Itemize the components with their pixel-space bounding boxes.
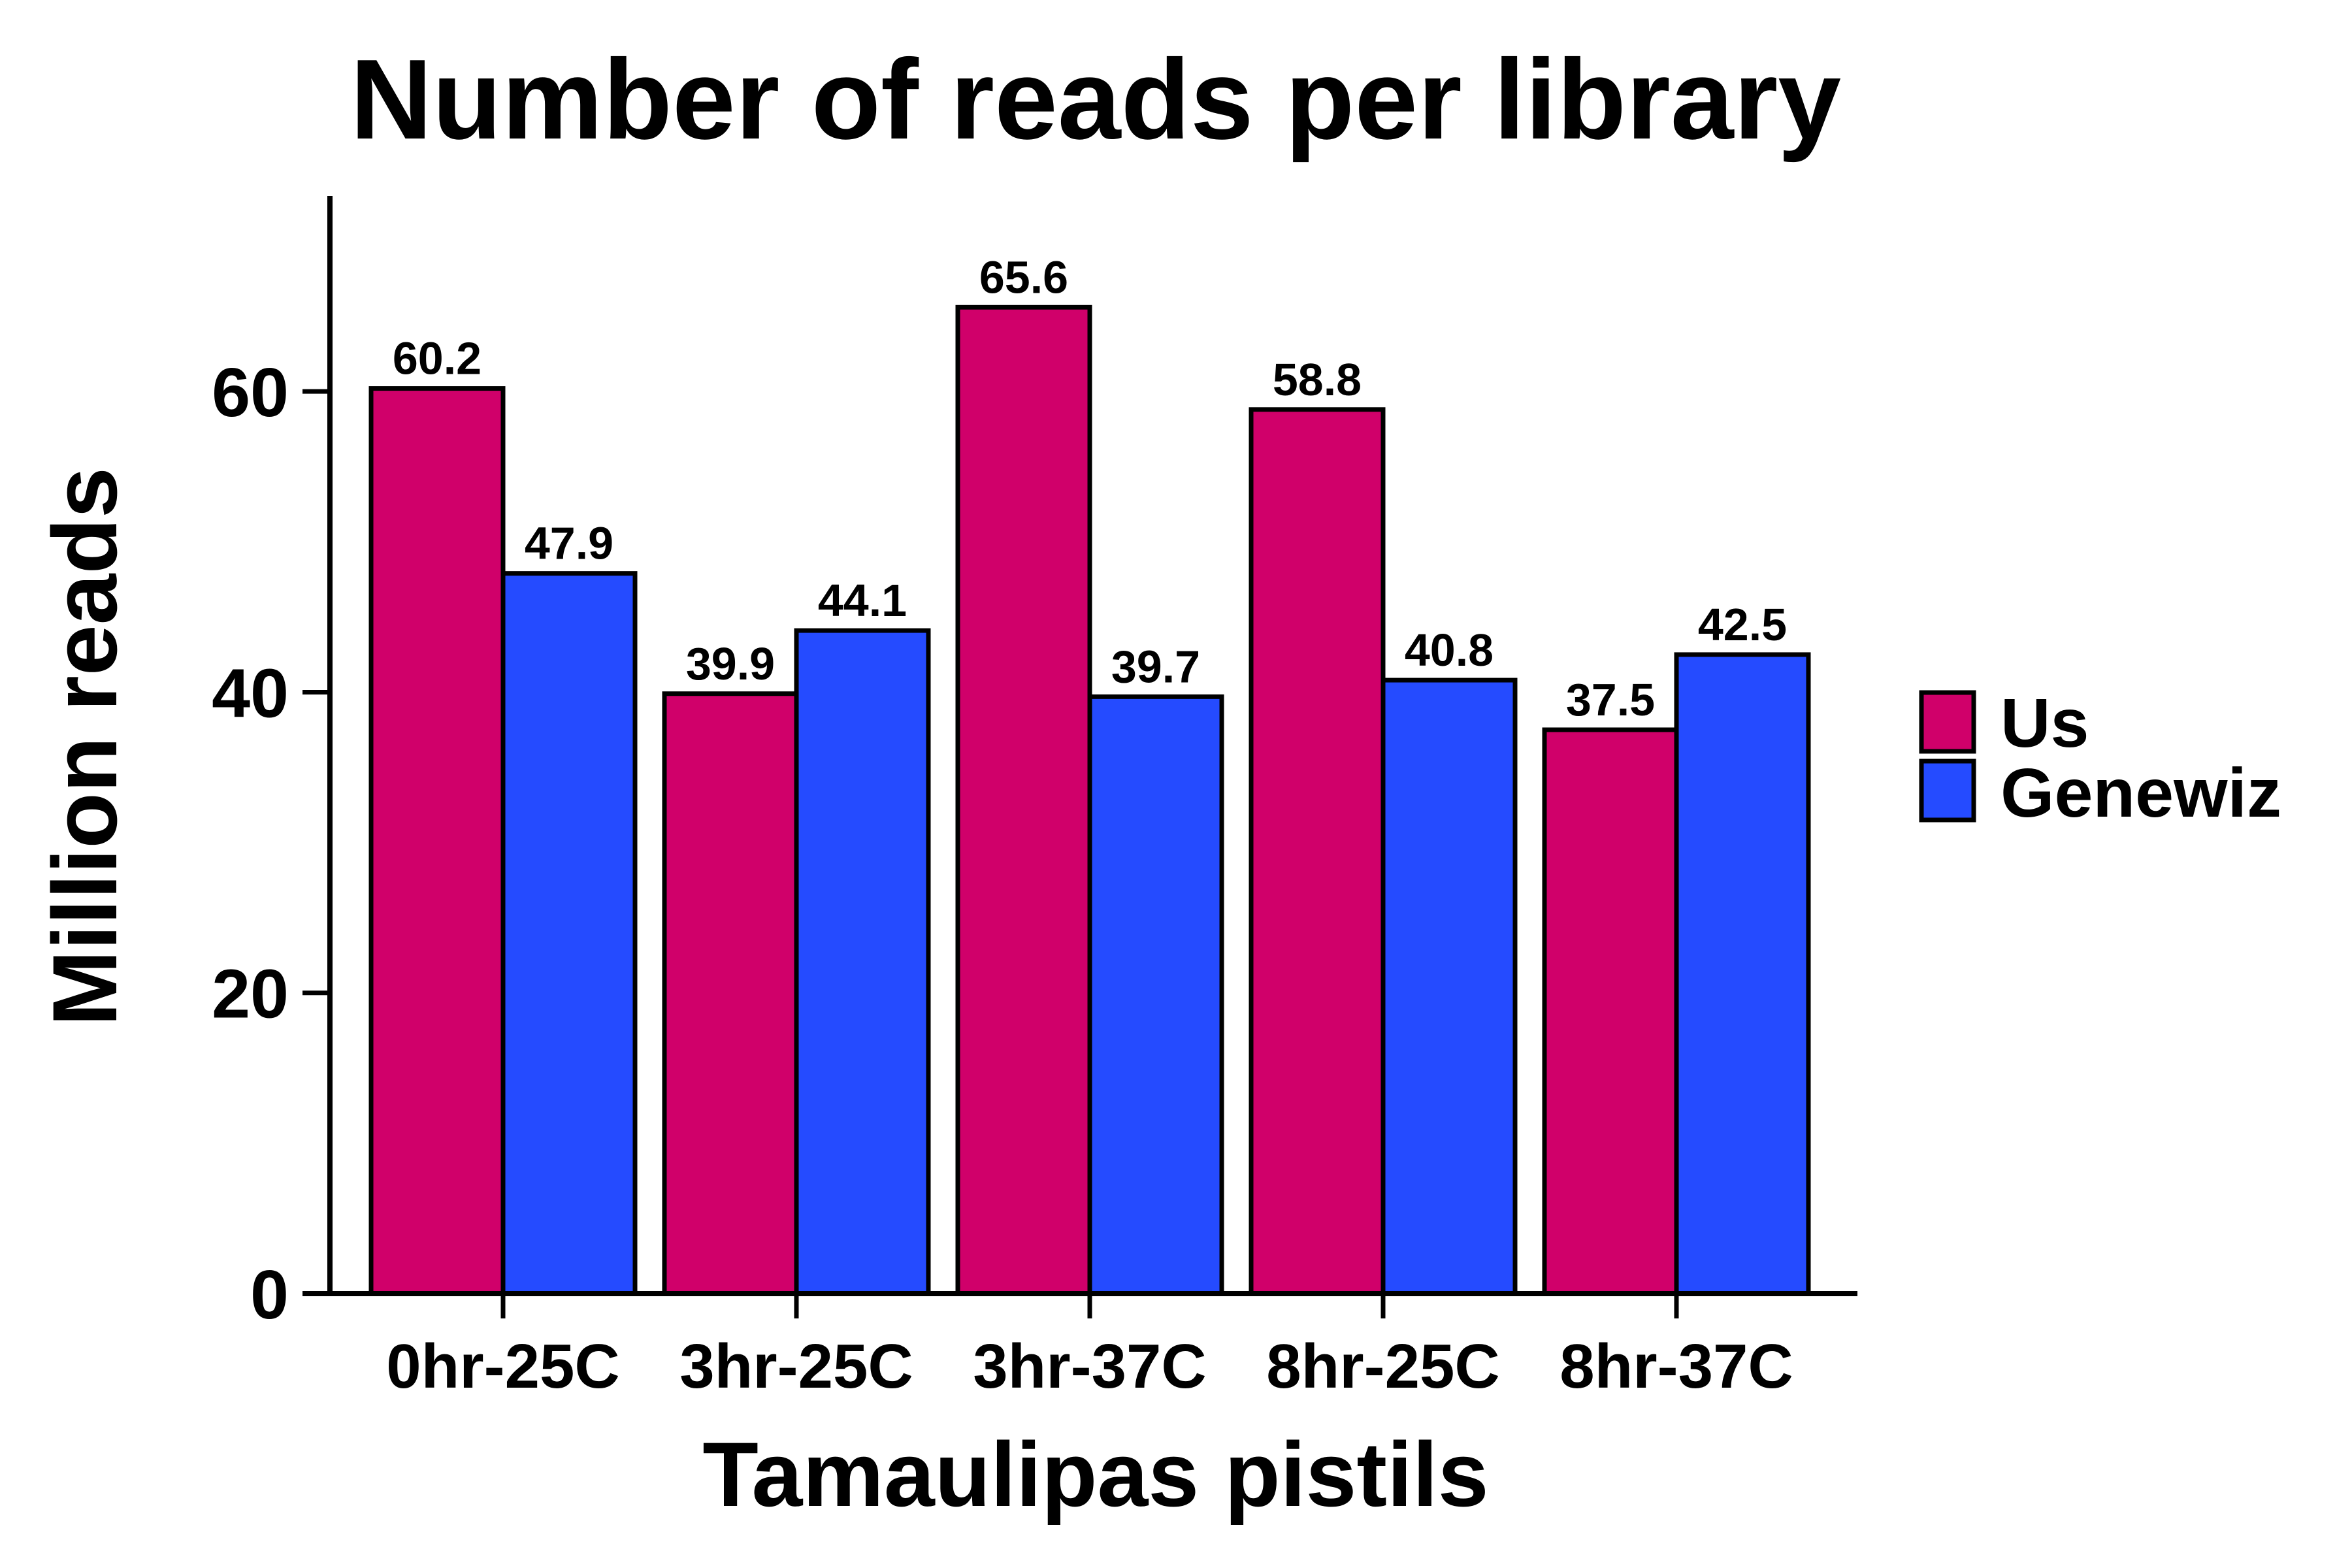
- legend: Us Genewiz: [1919, 685, 2281, 832]
- data-label-genewiz-0hr-25c: 47.9: [525, 518, 613, 569]
- bar-genewiz-0hr-25c: [500, 571, 638, 1296]
- bars-layer: [368, 304, 1811, 1296]
- bar-genewiz-8hr-25c: [1380, 678, 1518, 1296]
- x-tick-label-8hr-37c: 8hr-37C: [1560, 1331, 1793, 1401]
- data-label-genewiz-8hr-37c: 42.5: [1698, 599, 1787, 650]
- legend-swatch-genewiz: [1919, 759, 1976, 823]
- data-labels-layer: 60.2 47.9 39.9 44.1 65.6 39.7 58.8 40.8 37.5 42.5: [393, 252, 1787, 725]
- legend-label-us: Us: [2001, 685, 2089, 762]
- data-label-us-0hr-25c: 60.2: [393, 333, 482, 384]
- bar-us-8hr-25c: [1249, 407, 1386, 1296]
- y-axis-label: Million reads: [33, 467, 136, 1026]
- data-label-genewiz-3hr-25c: 44.1: [818, 575, 907, 626]
- legend-swatch-us: [1919, 690, 1976, 754]
- data-label-us-3hr-37c: 65.6: [979, 252, 1068, 302]
- bar-genewiz-8hr-37c: [1674, 652, 1811, 1296]
- bar-us-3hr-25c: [662, 691, 799, 1296]
- data-label-genewiz-8hr-25c: 40.8: [1405, 625, 1494, 676]
- y-tick-label-60: 60: [212, 354, 289, 431]
- data-label-us-3hr-25c: 39.9: [686, 638, 775, 689]
- x-tick-label-3hr-37c: 3hr-37C: [973, 1331, 1206, 1401]
- x-tick-label-3hr-25c: 3hr-25C: [679, 1331, 913, 1401]
- bar-genewiz-3hr-37c: [1087, 694, 1224, 1296]
- bar-us-8hr-37c: [1542, 727, 1679, 1296]
- y-tick-label-40: 40: [212, 655, 289, 732]
- data-label-us-8hr-37c: 37.5: [1566, 674, 1655, 725]
- x-axis-label: Tamaulipas pistils: [702, 1423, 1488, 1526]
- y-tick-label-20: 20: [212, 956, 289, 1033]
- y-ticks-layer: 0 20 40 60: [212, 354, 330, 1333]
- chart-title: Number of reads per library: [350, 35, 1841, 163]
- legend-label-genewiz: Genewiz: [2001, 755, 2281, 832]
- data-label-genewiz-3hr-37c: 39.7: [1111, 641, 1200, 692]
- bar-us-3hr-37c: [955, 304, 1092, 1296]
- x-tick-label-8hr-25c: 8hr-25C: [1266, 1331, 1499, 1401]
- bar-us-0hr-25c: [368, 386, 506, 1296]
- x-ticks-layer: 0hr-25C 3hr-25C 3hr-37C 8hr-25C 8hr-37C: [386, 1294, 1793, 1401]
- data-label-us-8hr-25c: 58.8: [1273, 354, 1362, 405]
- y-tick-label-0: 0: [250, 1256, 289, 1333]
- bar-genewiz-3hr-25c: [794, 628, 931, 1296]
- x-tick-label-0hr-25c: 0hr-25C: [386, 1331, 619, 1401]
